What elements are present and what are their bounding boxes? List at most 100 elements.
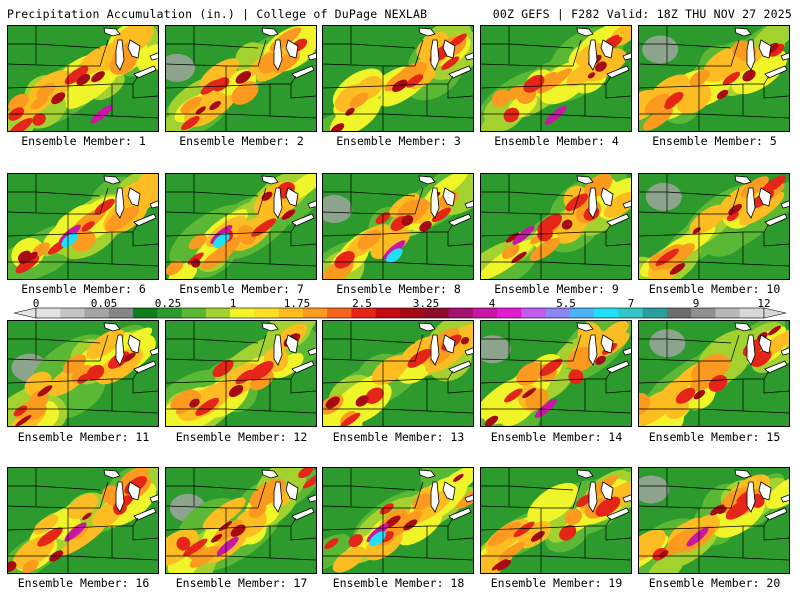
- ensemble-member-label: Ensemble Member: 13: [332, 430, 465, 444]
- ensemble-member-label: Ensemble Member: 2: [179, 134, 304, 148]
- ensemble-member-label: Ensemble Member: 20: [648, 576, 781, 590]
- colorbar-swatch: [108, 308, 134, 318]
- ensemble-member-map: [322, 467, 474, 574]
- colorbar-swatch: [642, 308, 668, 318]
- colorbar-swatch: [618, 308, 644, 318]
- colorbar-swatch: [84, 308, 110, 318]
- ensemble-member-map: [638, 173, 790, 280]
- colorbar-swatch: [375, 308, 401, 318]
- colorbar-tick-label: 9: [692, 297, 700, 310]
- colorbar-tick-label: 5.5: [556, 297, 576, 310]
- colorbar-swatch: [230, 308, 255, 318]
- colorbar-tick-label: 7: [627, 297, 635, 310]
- precip-map: [481, 174, 631, 279]
- colorbar-swatch: [351, 308, 377, 318]
- ensemble-member-map: [7, 320, 159, 427]
- precip-map: [481, 26, 631, 131]
- precip-map: [323, 174, 473, 279]
- colorbar-swatch: [594, 308, 619, 318]
- ensemble-member-label: Ensemble Member: 11: [17, 430, 150, 444]
- colorbar-swatch: [327, 308, 352, 318]
- colorbar-tick-label: 2.5: [352, 297, 372, 310]
- ensemble-member-label: Ensemble Member: 1: [21, 134, 146, 148]
- ensemble-member-map: [638, 467, 790, 574]
- ensemble-member-label: Ensemble Member: 14: [490, 430, 623, 444]
- ensemble-member-map: [165, 467, 317, 574]
- colorbar-swatch: [157, 308, 182, 318]
- ensemble-member-map: [165, 173, 317, 280]
- precip-map: [166, 468, 316, 573]
- colorbar-swatch: [521, 308, 546, 318]
- ensemble-member-label: Ensemble Member: 17: [175, 576, 308, 590]
- precip-map: [166, 174, 316, 279]
- ensemble-member-label: Ensemble Member: 7: [179, 282, 304, 296]
- precip-map: [639, 26, 789, 131]
- colorbar-swatch: [278, 308, 304, 318]
- colorbar-swatch: [472, 308, 498, 318]
- ensemble-member-label: Ensemble Member: 18: [332, 576, 465, 590]
- colorbar-max-arrow: [763, 307, 787, 319]
- ensemble-member-label: Ensemble Member: 9: [494, 282, 619, 296]
- colorbar-swatch: [691, 308, 716, 318]
- ensemble-member-map: [7, 25, 159, 132]
- precip-map: [8, 321, 158, 426]
- precip-map: [639, 174, 789, 279]
- ensemble-member-label: Ensemble Member: 19: [490, 576, 623, 590]
- precip-map: [8, 174, 158, 279]
- map-title: Precipitation Accumulation (in.) | Colle…: [7, 7, 428, 21]
- ensemble-member-label: Ensemble Member: 6: [21, 282, 146, 296]
- colorbar-swatch: [569, 308, 595, 318]
- ensemble-member-map: [480, 320, 632, 427]
- colorbar-swatch: [424, 308, 449, 318]
- precip-map: [481, 468, 631, 573]
- colorbar-swatch: [181, 308, 207, 318]
- ensemble-member-map: [7, 173, 159, 280]
- precip-map: [8, 468, 158, 573]
- colorbar-swatch: [400, 308, 425, 318]
- ensemble-member-map: [7, 467, 159, 574]
- colorbar-tick-label: 1.75: [283, 297, 311, 310]
- ensemble-member-map: [322, 25, 474, 132]
- ensemble-member-map: [322, 320, 474, 427]
- precip-colorbar: [13, 307, 787, 319]
- colorbar-tick-label: 0.05: [90, 297, 118, 310]
- colorbar-swatch: [254, 308, 280, 318]
- ensemble-member-label: Ensemble Member: 12: [175, 430, 308, 444]
- ensemble-member-map: [638, 25, 790, 132]
- precip-map: [166, 26, 316, 131]
- ensemble-member-label: Ensemble Member: 10: [648, 282, 781, 296]
- colorbar-swatch: [302, 308, 328, 318]
- ensemble-member-map: [480, 25, 632, 132]
- colorbar-swatch: [545, 308, 571, 318]
- ensemble-member-label: Ensemble Member: 15: [648, 430, 781, 444]
- colorbar-tick-label: 4: [488, 297, 496, 310]
- precip-map: [8, 26, 158, 131]
- precip-map: [166, 321, 316, 426]
- precip-map: [323, 468, 473, 573]
- colorbar-tick-label: 3.25: [412, 297, 440, 310]
- colorbar-tick-label: 0.25: [154, 297, 182, 310]
- ensemble-member-label: Ensemble Member: 8: [336, 282, 461, 296]
- colorbar-swatch: [60, 308, 85, 318]
- colorbar-swatch: [497, 308, 522, 318]
- colorbar-swatch: [205, 308, 231, 318]
- colorbar-swatch: [133, 308, 158, 318]
- ensemble-member-label: Ensemble Member: 5: [652, 134, 777, 148]
- precip-map: [323, 321, 473, 426]
- ensemble-member-label: Ensemble Member: 4: [494, 134, 619, 148]
- colorbar-tick-label: 0: [32, 297, 40, 310]
- ensemble-member-map: [638, 320, 790, 427]
- ensemble-member-map: [165, 25, 317, 132]
- colorbar-swatch: [666, 308, 692, 318]
- ensemble-member-map: [480, 173, 632, 280]
- colorbar-tick-label: 1: [229, 297, 237, 310]
- ensemble-member-label: Ensemble Member: 16: [17, 576, 150, 590]
- precip-map: [481, 321, 631, 426]
- ensemble-member-map: [480, 467, 632, 574]
- ensemble-member-map: [322, 173, 474, 280]
- colorbar-swatch: [715, 308, 741, 318]
- colorbar-swatch: [448, 308, 474, 318]
- ensemble-member-label: Ensemble Member: 3: [336, 134, 461, 148]
- colorbar-tick-label: 12: [757, 297, 771, 310]
- ensemble-member-map: [165, 320, 317, 427]
